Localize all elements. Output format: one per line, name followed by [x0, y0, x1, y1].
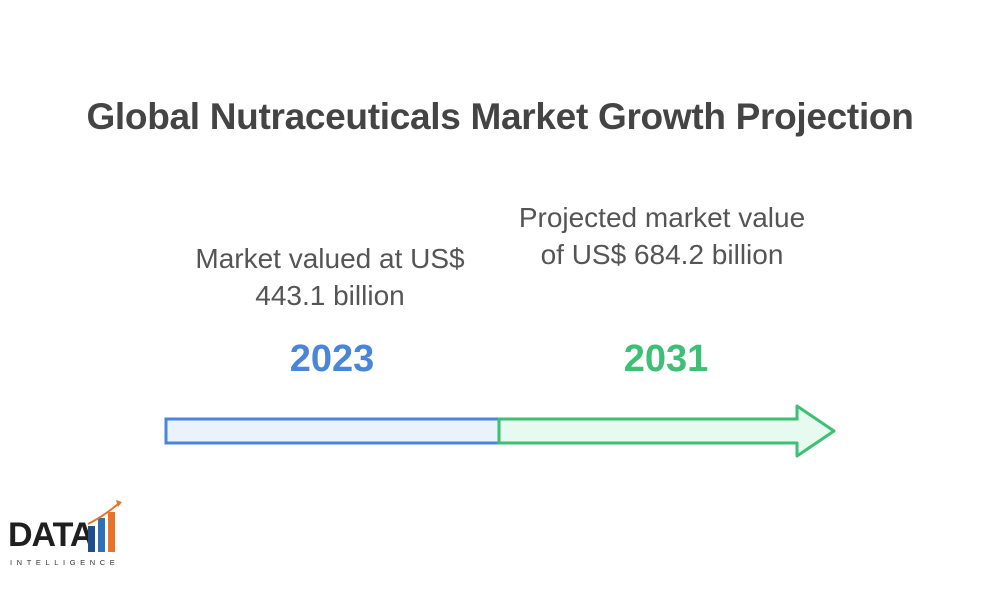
timeline-segment-2031: [497, 404, 836, 458]
timeline-segment-2023: [164, 417, 501, 445]
milestone-2031-year: 2031: [623, 338, 709, 380]
page-title: Global Nutraceuticals Market Growth Proj…: [86, 96, 914, 137]
milestone-2023-description: Market valued at US$ 443.1 billion: [195, 243, 465, 311]
data-intelligence-logo: DATA INTELLIGENCE: [6, 498, 130, 570]
milestone-2031-description: Projected market value of US$ 684.2 bill…: [518, 202, 806, 270]
bar-chart-logo-icon: [87, 500, 122, 552]
logo-subtitle: INTELLIGENCE: [10, 558, 120, 567]
logo-word: DATA: [8, 516, 94, 554]
milestone-2023-year: 2023: [289, 338, 375, 380]
